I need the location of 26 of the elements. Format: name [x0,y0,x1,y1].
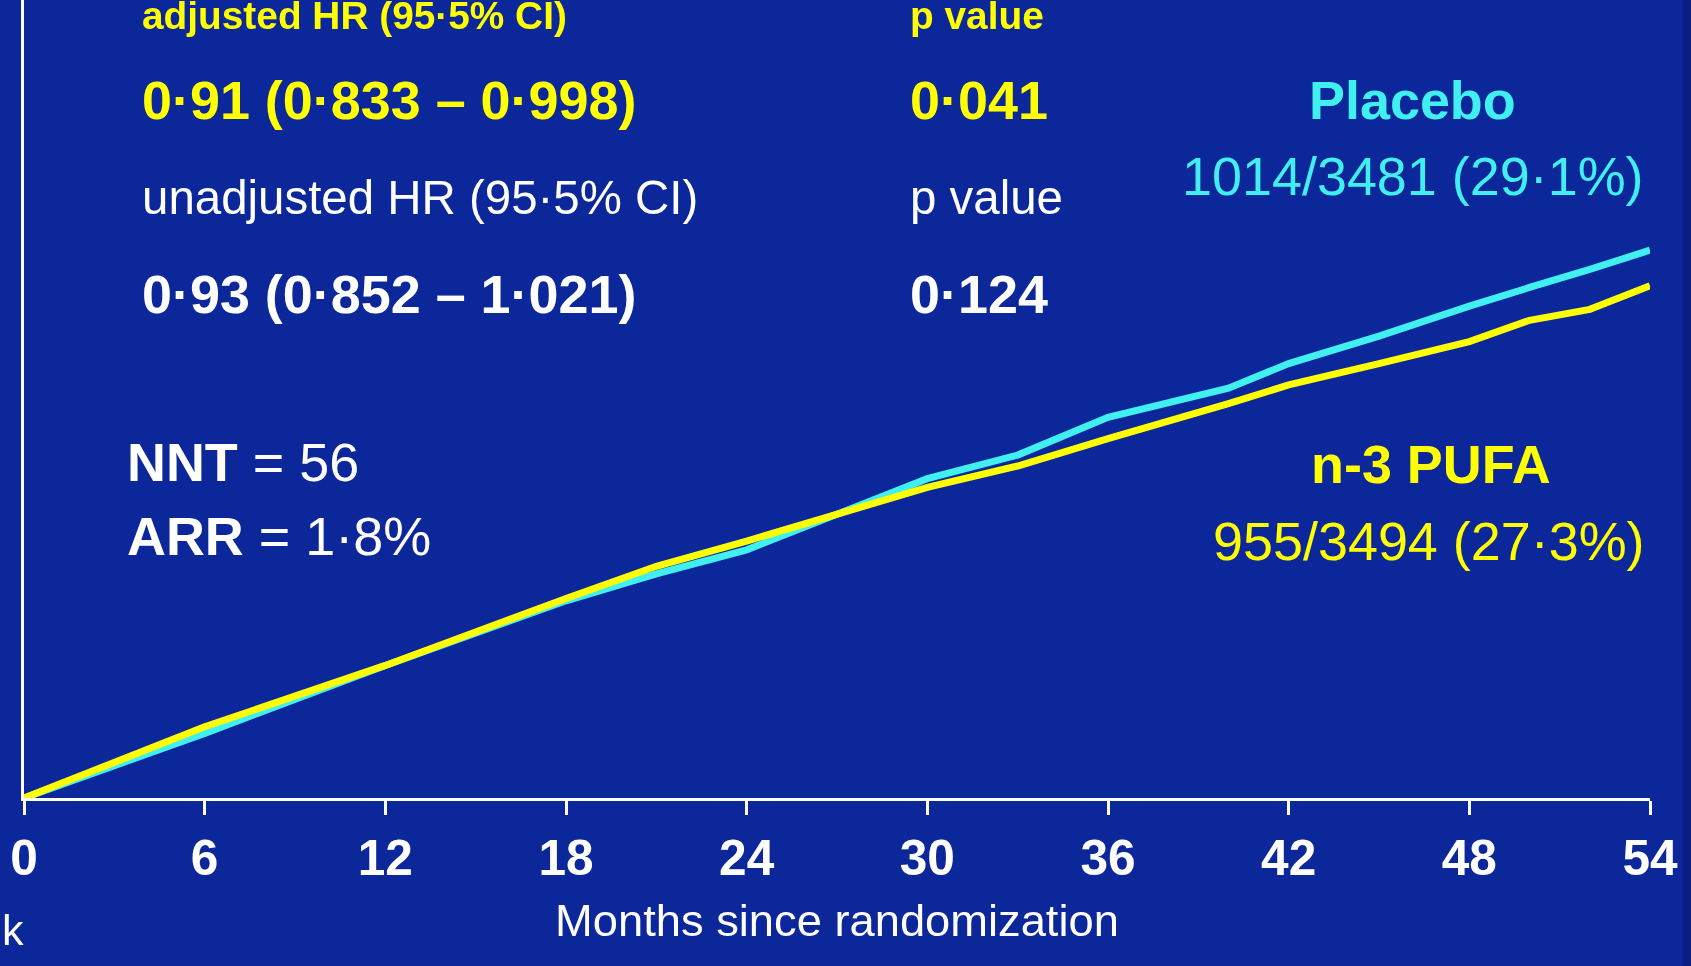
x-tick-label: 24 [719,829,775,886]
annotation: 955/3494 (27·3%) [1213,511,1645,571]
x-tick-label: 18 [538,829,594,886]
x-tick-label: 48 [1441,829,1497,886]
annotation: 0·93 (0·852 – 1·021) [142,264,637,324]
text: k [2,906,24,954]
x-tick-label: 36 [1080,829,1136,886]
annotation: ARR = 1·8% [127,506,432,566]
text: 0·041 [910,70,1048,130]
annotation: NNT = 56 [127,432,360,492]
text: 0·91 (0·833 – 0·998) [142,70,637,130]
x-tick-label: 30 [899,829,955,886]
x-axis-title: Months since randomization [555,894,1119,946]
x-tick-label: 42 [1261,829,1317,886]
x-tick-label: 0 [10,829,38,886]
x-tick-label: 6 [190,829,219,886]
x-tick-label: 54 [1622,829,1678,886]
annotation: 0·124 [910,264,1048,324]
text: p value [910,171,1063,224]
text: adjusted HR (95·5% CI) [142,0,567,37]
series-label: n-3 PUFA [1311,434,1551,494]
text: unadjusted HR (95·5% CI) [142,171,699,224]
text: p value [910,0,1044,37]
text: 1014/3481 (29·1%) [1182,146,1644,206]
text: Placebo [1309,70,1516,130]
x-tick-label: 12 [357,829,413,886]
